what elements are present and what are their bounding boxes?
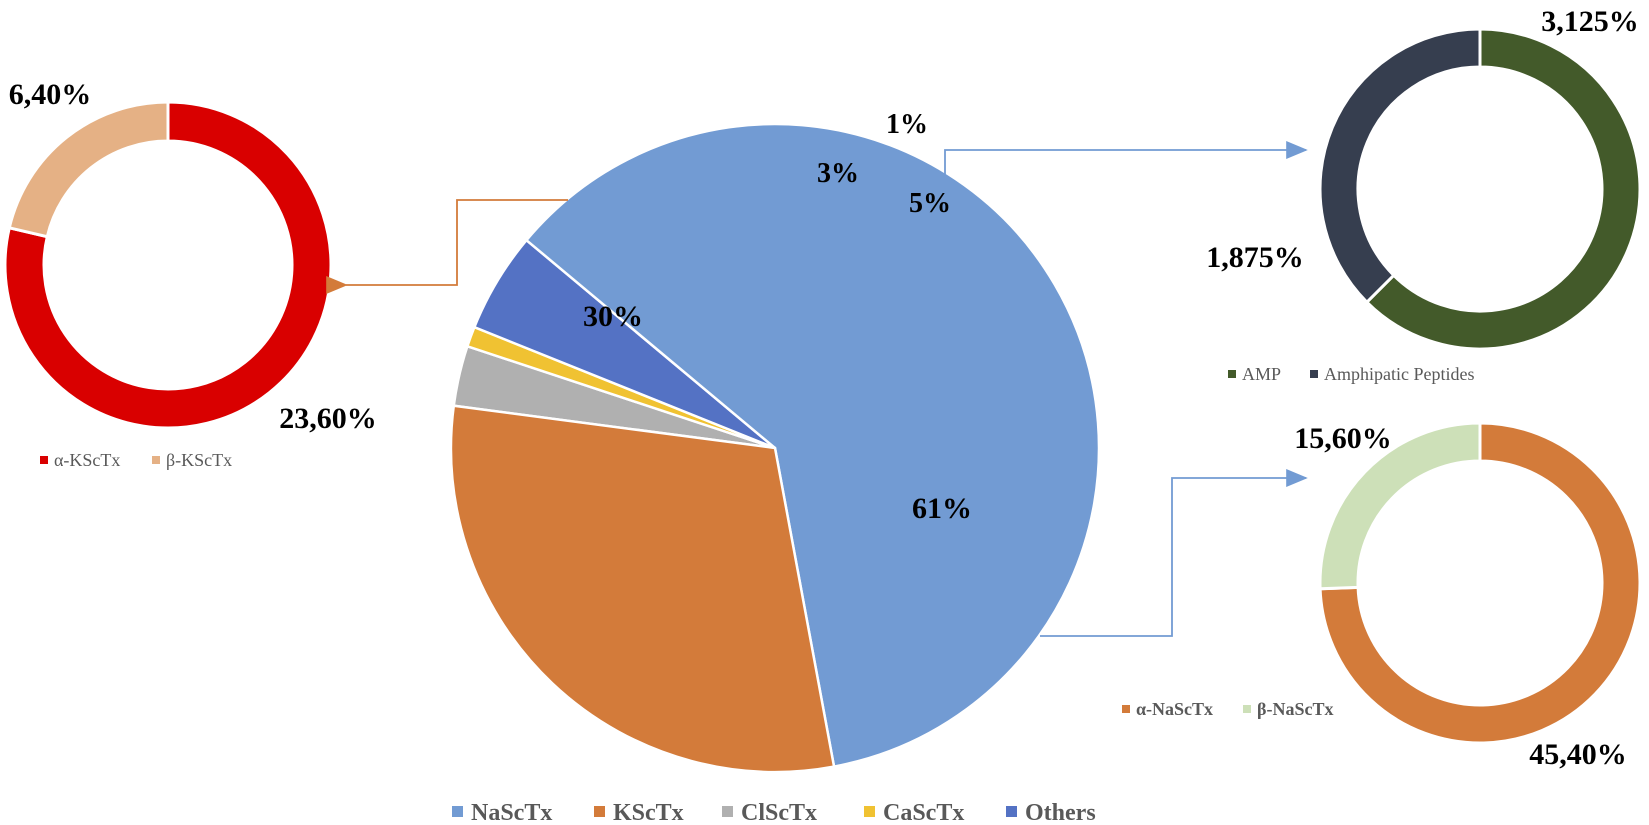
label-beta-nascx: 15,60% — [1294, 422, 1392, 455]
slice-ksctx — [7, 100, 170, 239]
slice-nasctx — [1318, 421, 1642, 745]
label-alpha-kscx: 23,60% — [279, 402, 377, 435]
legend-swatch-amphipatic — [1310, 370, 1318, 378]
legend-beta-nascx: β-NaScTx — [1257, 699, 1333, 719]
kscx-donut — [3, 100, 333, 430]
legend-alpha-nascx: α-NaScTx — [1136, 699, 1213, 719]
label-kscx: 30% — [583, 300, 643, 333]
slice-nasctx — [524, 122, 1101, 769]
slice-ksctx — [3, 100, 333, 430]
kscx-labels: 23,60% 6,40% — [9, 78, 377, 435]
legend-clscx: ClScTx — [741, 800, 817, 825]
label-others: 5% — [909, 188, 951, 219]
label-amp: 3,125% — [1541, 5, 1639, 38]
legend-swatch-beta-nascx — [1243, 705, 1251, 713]
legend-swatch-beta-kscx — [152, 456, 160, 464]
legend-swatch-kscx — [594, 806, 605, 817]
legend-swatch-alpha-kscx — [40, 456, 48, 464]
others-labels: 3,125% 1,875% — [1206, 5, 1639, 274]
slice-amp — [1364, 27, 1642, 351]
nascx-donut — [1318, 421, 1642, 745]
label-beta-kscx: 6,40% — [9, 78, 92, 111]
connector-nascx — [1040, 469, 1308, 637]
main-pie — [449, 122, 1101, 774]
legend-amphipatic: Amphipatic Peptides — [1324, 364, 1474, 384]
slice-nasctx — [1318, 421, 1482, 591]
main-slice-labels: 61% 30% 3% 1% 5% — [583, 109, 972, 525]
legend-swatch-clscx — [722, 806, 733, 817]
legend-swatch-alpha-nascx — [1122, 705, 1130, 713]
legend-beta-kscx: β-KScTx — [166, 450, 232, 470]
connector-kscx — [326, 199, 568, 294]
nascx-labels: 45,40% 15,60% — [1294, 422, 1627, 771]
legend-swatch-nascx — [452, 806, 463, 817]
legend-swatch-cascx — [864, 806, 875, 817]
legend-nascx: NaScTx — [471, 800, 552, 825]
others-donut — [1318, 27, 1642, 351]
others-legend: AMP Amphipatic Peptides — [1228, 364, 1474, 384]
legend-swatch-amp — [1228, 370, 1236, 378]
legend-alpha-kscx: α-KScTx — [54, 450, 120, 470]
legend-cascx: CaScTx — [883, 800, 964, 825]
legend-others: Others — [1025, 800, 1096, 825]
connectors — [326, 141, 1308, 637]
main-legend: NaScTx KScTx ClScTx CaScTx Others — [452, 800, 1096, 825]
slice-ksctx — [449, 404, 836, 774]
legend-swatch-others — [1006, 806, 1017, 817]
connector-others — [944, 141, 1308, 178]
label-amphipatic: 1,875% — [1206, 241, 1304, 274]
slice-amphipatic-peptides — [1318, 27, 1482, 305]
label-alpha-nascx: 45,40% — [1529, 738, 1627, 771]
kscx-legend: α-KScTx β-KScTx — [40, 450, 232, 470]
label-nascx: 61% — [912, 492, 972, 525]
label-clscx: 3% — [817, 158, 859, 189]
legend-kscx: KScTx — [613, 800, 684, 825]
nascx-legend: α-NaScTx β-NaScTx — [1122, 699, 1333, 719]
label-cascx: 1% — [886, 109, 928, 140]
legend-amp: AMP — [1242, 364, 1281, 384]
